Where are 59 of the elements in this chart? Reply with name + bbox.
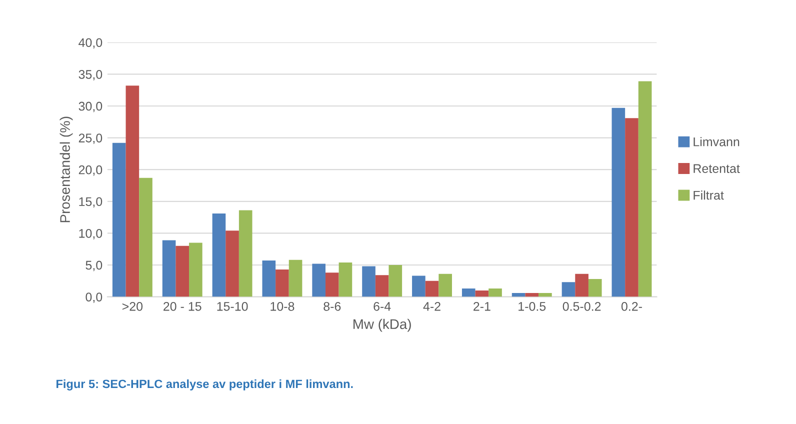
y-tick-label: 10,0 [79,229,102,240]
bar [176,246,190,297]
bar [588,278,602,297]
x-tick-label: 1-0.5 [518,302,546,311]
bar [538,292,552,297]
bar [126,86,140,297]
bar [612,108,626,297]
bar [325,272,339,297]
bar [388,265,402,297]
y-tick-label: 20,0 [78,165,102,176]
y-tick-label: 35,0 [78,70,102,80]
y-tick-label: 5,0 [86,260,102,272]
bar [638,81,652,297]
y-tick-label: 30,0 [78,102,102,112]
y-axis-title: Prosentandel (%) [60,116,73,222]
bar [212,213,226,297]
x-tick-label: 20 - 15 [164,302,202,311]
x-tick-label: 2-1 [474,302,490,311]
bar [312,264,326,297]
x-tick-label: 4-2 [423,302,440,311]
x-tick-label: 0.2- [621,302,642,311]
x-tick-label: 8-6 [324,302,341,311]
bar [425,280,439,297]
bar [625,118,638,297]
legend-label: Retentat [694,164,740,173]
bar [162,240,176,297]
x-tick-label: 15-10 [217,302,248,311]
bar [276,269,289,297]
bar [338,262,352,297]
y-tick-label: 15,0 [79,197,102,208]
bar [139,178,152,297]
legend-label: Limvann [694,137,740,146]
x-tick-label: >20 [122,302,143,311]
y-tick-label: 40,0 [78,38,102,49]
x-axis-title: Mw (kDa) [354,318,411,332]
bar [238,210,252,297]
y-tick-label: 0,0 [86,292,102,303]
bar [262,260,276,297]
x-tick-label: 6-4 [374,302,391,311]
bar [412,276,426,297]
bar [226,230,239,297]
bar [488,288,502,297]
bar [462,288,476,297]
bar [112,142,126,297]
bar [362,266,376,297]
x-tick-label: 0.5-0.2 [562,302,601,311]
bar [189,242,202,297]
x-tick-label: 10-8 [270,302,294,311]
legend-label: Filtrat [694,190,724,200]
bar [475,290,489,297]
bar [375,275,389,297]
y-tick-label: 25,0 [78,134,102,144]
bar [562,282,576,297]
bar [288,260,302,297]
text: Figur 5: SEC-HPLC analyse av peptider i MF limvann. [56,379,353,390]
bar [438,274,452,297]
bar [512,292,526,297]
bar [575,274,588,297]
bar [525,292,539,297]
